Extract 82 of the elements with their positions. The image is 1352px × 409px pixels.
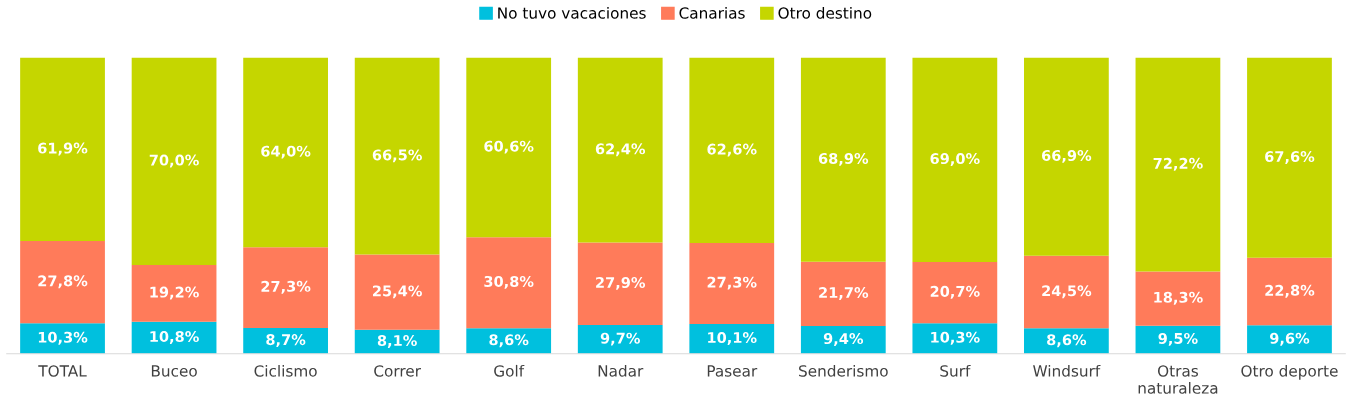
data-label: 62,4% bbox=[595, 143, 646, 157]
data-label: 68,9% bbox=[818, 152, 869, 166]
data-label: 66,9% bbox=[1042, 149, 1092, 163]
data-label: 25,4% bbox=[373, 285, 422, 299]
bar bbox=[1247, 257, 1332, 326]
data-label: 69,0% bbox=[930, 153, 980, 166]
x-tick-label: Otro deporte bbox=[1241, 364, 1338, 380]
data-label: 27,3% bbox=[707, 276, 757, 290]
data-label: 8,1% bbox=[377, 335, 417, 348]
bar bbox=[243, 328, 328, 354]
data-label: 70,0% bbox=[149, 154, 199, 168]
x-tick-label: Surf bbox=[940, 364, 971, 377]
data-label: 60,6% bbox=[484, 140, 534, 154]
bar bbox=[800, 261, 886, 326]
bar bbox=[20, 240, 105, 324]
bar bbox=[243, 57, 328, 248]
data-label: 9,6% bbox=[1270, 332, 1310, 346]
bar bbox=[466, 328, 552, 354]
data-label: 19,2% bbox=[150, 286, 199, 300]
data-label: 22,8% bbox=[1265, 284, 1315, 298]
bar bbox=[689, 57, 775, 244]
legend-label: No tuvo vacaciones bbox=[498, 6, 646, 19]
data-label: 64,0% bbox=[261, 145, 311, 159]
bar bbox=[800, 57, 886, 262]
data-label: 27,3% bbox=[261, 280, 311, 294]
x-tick-label: Nadar bbox=[598, 364, 644, 377]
x-tick-label: Ciclismo bbox=[254, 364, 317, 377]
data-label: 21,7% bbox=[819, 287, 869, 300]
bar bbox=[1024, 328, 1109, 354]
data-label: 18,3% bbox=[1154, 291, 1203, 305]
x-tick-label: Correr bbox=[374, 365, 421, 377]
bar bbox=[912, 262, 998, 324]
data-label: 61,9% bbox=[38, 142, 88, 156]
bar bbox=[689, 243, 775, 324]
x-tick-label: Golf bbox=[494, 364, 525, 377]
bar bbox=[1247, 57, 1332, 258]
legend-label: Canarias bbox=[679, 6, 745, 19]
data-label: 24,5% bbox=[1042, 285, 1092, 299]
data-label: 8,6% bbox=[489, 334, 529, 348]
data-label: 20,7% bbox=[930, 285, 980, 299]
data-label: 10,8% bbox=[150, 331, 199, 344]
bar bbox=[1024, 255, 1109, 329]
bar bbox=[577, 325, 663, 354]
data-label: 8,7% bbox=[266, 334, 306, 347]
bar bbox=[354, 254, 440, 330]
data-label: 9,4% bbox=[823, 333, 864, 346]
bar bbox=[1024, 57, 1109, 256]
x-tick-label: Senderismo bbox=[799, 364, 888, 377]
bar bbox=[1135, 57, 1221, 272]
data-label: 10,3% bbox=[931, 331, 980, 345]
bar bbox=[466, 237, 552, 329]
bar bbox=[577, 57, 663, 243]
x-tick-label: TOTAL bbox=[38, 365, 87, 377]
bar bbox=[912, 57, 998, 263]
data-label: 30,8% bbox=[484, 275, 534, 289]
bar bbox=[131, 264, 217, 322]
bar bbox=[1135, 271, 1221, 326]
x-tick-label: Windsurf bbox=[1033, 364, 1101, 377]
x-tick-label: Otras naturaleza bbox=[1138, 365, 1218, 394]
data-label: 9,5% bbox=[1158, 332, 1198, 346]
bar bbox=[577, 242, 663, 326]
bar bbox=[466, 57, 552, 238]
bar bbox=[243, 247, 328, 329]
bar bbox=[20, 323, 105, 354]
bar bbox=[20, 57, 105, 241]
data-label: 62,6% bbox=[707, 143, 757, 157]
data-label: 27,9% bbox=[596, 276, 646, 290]
data-label: 9,7% bbox=[600, 332, 640, 346]
data-label: 27,8% bbox=[38, 275, 88, 289]
data-label: 67,6% bbox=[1265, 151, 1315, 164]
data-label: 10,1% bbox=[708, 332, 757, 345]
data-label: 8,6% bbox=[1047, 334, 1087, 348]
data-label: 72,2% bbox=[1153, 157, 1203, 171]
legend-label: Otro destino bbox=[778, 6, 872, 19]
bar bbox=[1247, 325, 1332, 354]
x-tick-label: Pasear bbox=[707, 365, 758, 377]
x-tick-label: Buceo bbox=[151, 365, 197, 377]
bar bbox=[912, 323, 998, 354]
bar bbox=[131, 57, 217, 265]
bar bbox=[354, 57, 440, 255]
data-label: 66,5% bbox=[372, 149, 422, 163]
data-label: 10,3% bbox=[38, 331, 88, 345]
